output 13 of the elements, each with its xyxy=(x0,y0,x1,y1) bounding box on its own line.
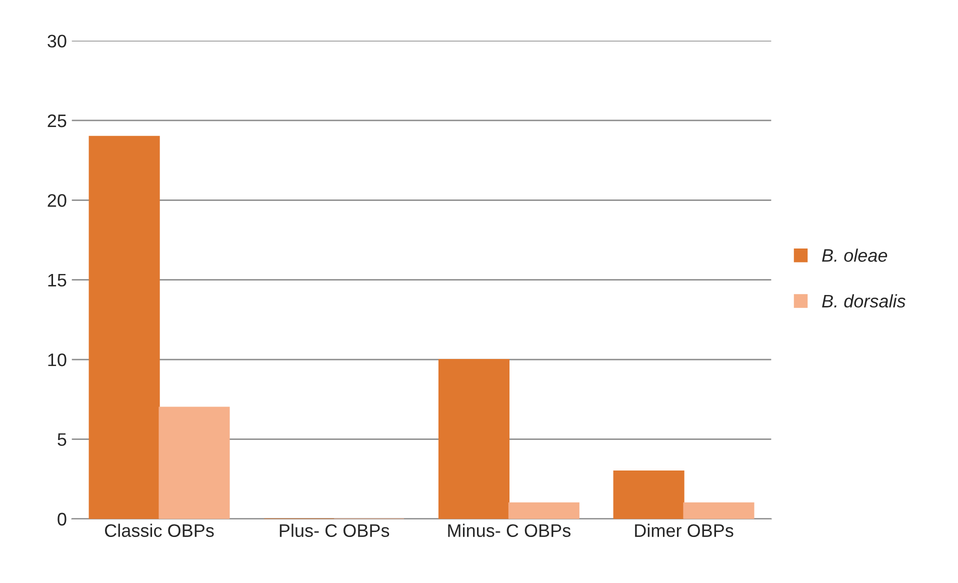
x-tick-label: Minus- C OBPs xyxy=(448,524,570,537)
x-tick-label: Dimer OBPs xyxy=(635,524,734,537)
y-tick-label: 25 xyxy=(48,114,66,128)
x-tick-label: Plus- C OBPs xyxy=(280,524,390,537)
y-tick-label: 30 xyxy=(48,34,66,48)
x-tick-label: Classic OBPs xyxy=(105,524,214,537)
y-tick-label: 10 xyxy=(48,353,66,366)
y-tick-label: 15 xyxy=(48,274,66,287)
y-tick-label: 0 xyxy=(58,512,66,526)
y-tick-label: 5 xyxy=(58,433,66,446)
legend-label: B. oleae xyxy=(822,248,888,262)
legend-label: B. dorsalis xyxy=(822,294,906,308)
y-tick-label: 20 xyxy=(48,194,66,207)
